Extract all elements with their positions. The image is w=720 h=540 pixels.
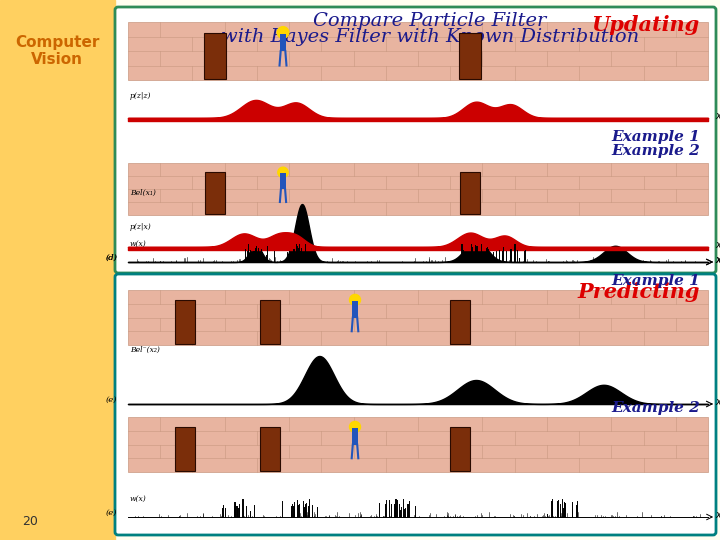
Bar [174, 300, 195, 344]
Bar [259, 427, 281, 471]
Circle shape [278, 167, 288, 178]
Text: Example 1: Example 1 [611, 130, 700, 144]
Text: Bel⁻(x₂): Bel⁻(x₂) [130, 346, 160, 354]
Bar [279, 33, 287, 51]
FancyBboxPatch shape [115, 274, 716, 535]
Bar [204, 32, 226, 79]
Circle shape [349, 294, 361, 306]
Bar [459, 32, 481, 79]
Bar [128, 290, 708, 345]
Bar [449, 300, 470, 344]
Bar [351, 428, 359, 444]
Text: w(x): w(x) [130, 495, 147, 503]
Text: (e): (e) [106, 509, 117, 517]
Text: (d): (d) [105, 254, 117, 262]
Bar [128, 22, 708, 80]
Text: x: x [715, 255, 720, 265]
Text: with Bayes Filter with Known Distribution: with Bayes Filter with Known Distributio… [221, 28, 639, 46]
Text: Updating: Updating [592, 15, 700, 35]
Bar [174, 427, 195, 471]
Bar [205, 172, 225, 214]
Bar [460, 172, 480, 214]
Circle shape [277, 26, 289, 38]
Bar [0, 0, 115, 540]
Bar [351, 301, 359, 318]
FancyBboxPatch shape [115, 7, 716, 273]
Bar [449, 427, 470, 471]
Text: (d): (d) [105, 254, 117, 262]
Text: 20: 20 [22, 515, 38, 528]
Text: Compare Particle Filter: Compare Particle Filter [313, 12, 546, 30]
Text: (e): (e) [106, 396, 117, 404]
Text: Example 2: Example 2 [611, 401, 700, 415]
Bar [259, 300, 281, 344]
Bar [280, 173, 286, 189]
Text: p(z|z): p(z|z) [130, 92, 151, 100]
Text: x: x [715, 510, 720, 520]
Text: x: x [715, 397, 720, 407]
Text: p(z|x): p(z|x) [130, 223, 152, 231]
Bar [128, 163, 708, 215]
Bar [128, 417, 708, 472]
Text: x: x [715, 240, 720, 250]
Text: Predicting: Predicting [577, 282, 700, 302]
Text: Computer
Vision: Computer Vision [15, 35, 99, 68]
Circle shape [349, 421, 361, 433]
Text: Example 1: Example 1 [611, 274, 700, 288]
Text: Example 2: Example 2 [611, 144, 700, 158]
Text: x: x [715, 255, 720, 265]
Text: x: x [715, 111, 720, 121]
Text: w(x): w(x) [130, 240, 147, 248]
Text: Bel(x₁): Bel(x₁) [130, 189, 156, 197]
